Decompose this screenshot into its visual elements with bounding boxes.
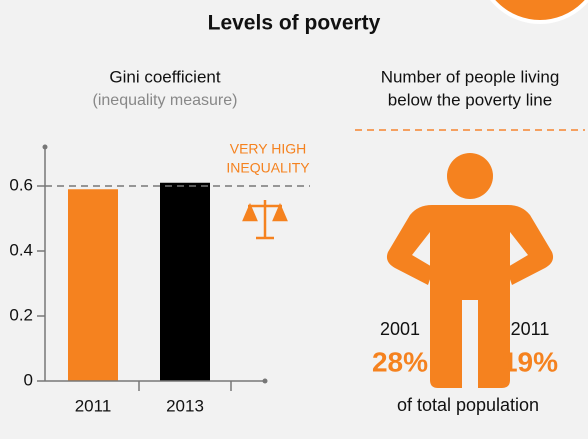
stat-value: 28% [372,346,428,377]
y-tick-label: 0.2 [9,305,33,324]
axis-end [42,144,48,150]
chart-title: Gini coefficient [109,67,220,86]
stat-footer: of total population [397,395,539,415]
y-tick-label: 0 [24,370,33,389]
panel-title: below the poverty line [388,90,552,109]
y-tick-label: 0.4 [9,240,33,259]
chart-subtitle: (inequality measure) [93,92,238,109]
bar [160,182,210,381]
person-icon [386,153,554,388]
threshold-label: INEQUALITY [226,160,310,176]
stat-year: 2011 [511,319,550,339]
stat-value: 19% [502,346,558,377]
page-title: Levels of poverty [208,12,381,35]
x-tick-label: 2013 [166,396,204,415]
corner-badge [490,0,588,24]
axis-end [262,378,268,384]
x-tick-label: 2011 [75,396,112,415]
panel-title: Number of people living [381,67,560,86]
y-tick-label: 0.6 [9,175,33,194]
bar [68,189,118,381]
stat-year: 2001 [380,319,420,339]
scale-icon [242,200,288,240]
threshold-label: VERY HIGH [230,141,307,157]
